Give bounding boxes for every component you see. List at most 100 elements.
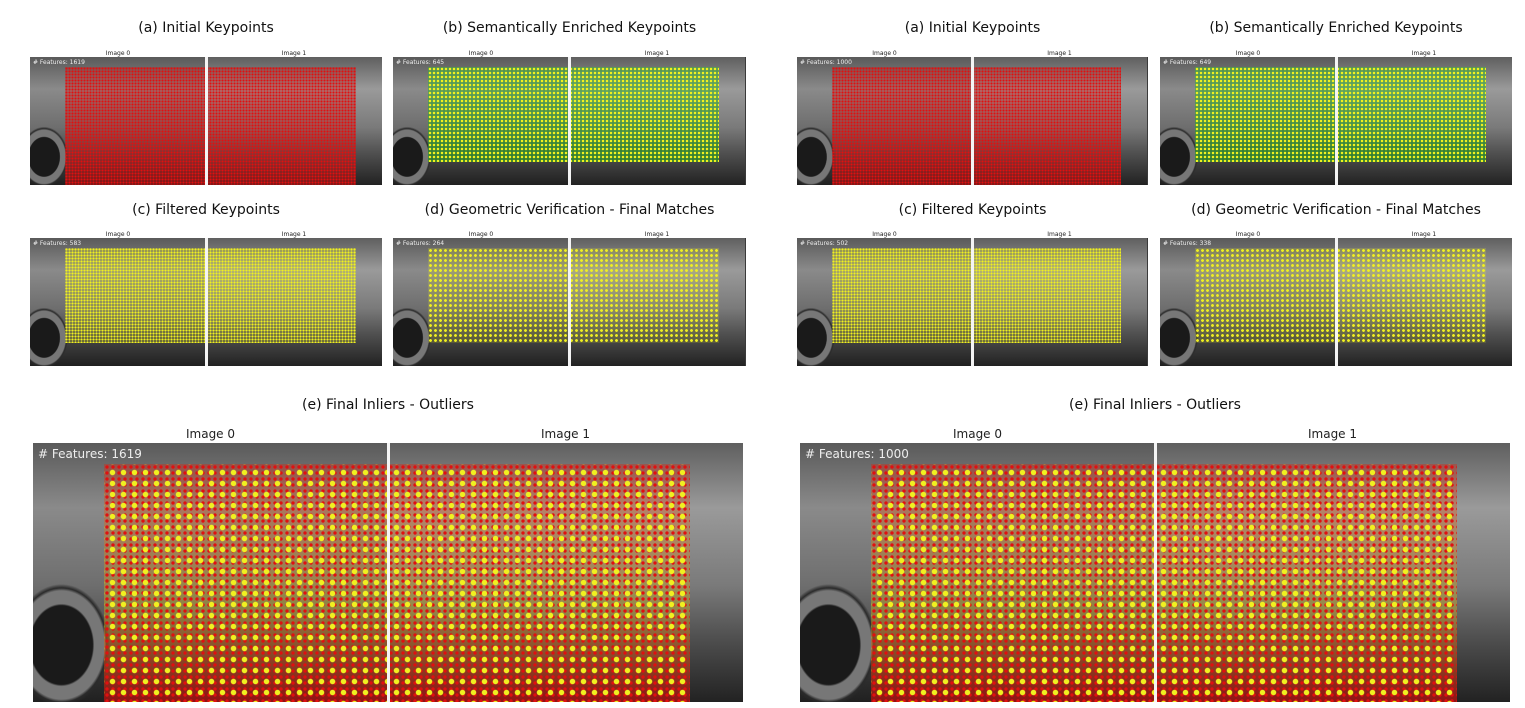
keypoint-overlay [832,67,972,185]
image-divider [568,57,571,185]
image-label-0: Image 0 [468,50,494,57]
car-image-0 [797,238,972,366]
keypoint-overlay [428,67,569,162]
image-label-0: Image 0 [1235,50,1261,57]
feature-count: # Features: 583 [33,240,82,247]
image-label-0: Image 0 [1235,231,1261,238]
car-image-1 [206,238,382,366]
image-label-1: Image 1 [1047,231,1072,238]
keypoint-overlay [206,248,356,343]
car-image-0 [30,238,206,366]
image-divider [568,238,571,366]
image-divider [971,238,974,366]
panel-title-a: (a) Initial Keypoints [904,20,1041,36]
feature-count: # Features: 338 [1163,240,1212,247]
image-divider [1335,57,1338,185]
panel-title-c: (c) Filtered Keypoints [132,202,280,218]
keypoint-panel-c: # Features: 502 [797,238,1148,366]
panel-title-b: (b) Semantically Enriched Keypoints [1209,20,1463,36]
image-divider [205,238,208,366]
image-divider [387,443,390,702]
car-image-0 [1160,238,1336,366]
panel-title-d: (d) Geometric Verification - Final Match… [1191,202,1481,218]
car-image-0 [393,238,569,366]
car-image-1 [569,238,745,366]
image-label-0: Image 0 [872,231,897,238]
image-label-1: Image 1 [540,427,591,441]
image-label-1: Image 1 [644,231,670,238]
keypoint-overlay [206,67,356,185]
panel-title-e: (e) Final Inliers - Outliers [1069,397,1241,413]
car-image-1 [1336,57,1512,185]
keypoint-overlay [104,463,388,702]
image-label-1: Image 1 [1307,427,1358,441]
image-label-0: Image 0 [105,50,131,57]
feature-count: # Features: 1619 [33,59,85,66]
keypoint-panel-c: # Features: 583 [30,238,382,366]
keypoint-panel-e: # Features: 1000 [800,443,1510,702]
image-label-1: Image 1 [281,231,307,238]
image-divider [971,57,974,185]
car-image-1 [972,57,1147,185]
car-image-0 [800,443,1155,702]
keypoint-overlay [871,463,1155,702]
keypoint-overlay [972,248,1121,343]
panel-title-c: (c) Filtered Keypoints [898,202,1047,218]
image-label-1: Image 1 [281,50,307,57]
panel-title-b: (b) Semantically Enriched Keypoints [442,20,697,36]
car-image-0 [393,57,569,185]
image-label-0: Image 0 [105,231,131,238]
car-image-1 [569,57,745,185]
image-label-1: Image 1 [1047,50,1072,57]
keypoint-overlay [65,67,206,185]
keypoint-panel-b: # Features: 645 [393,57,746,185]
keypoint-panel-e: # Features: 1619 [33,443,743,702]
keypoint-panel-d: # Features: 264 [393,238,746,366]
image-label-0: Image 0 [468,231,494,238]
image-divider [205,57,208,185]
feature-count: # Features: 502 [800,240,849,247]
keypoint-overlay [832,248,972,343]
car-image-0 [33,443,388,702]
car-image-0 [797,57,972,185]
keypoint-overlay [1336,67,1486,162]
image-label-1: Image 1 [1411,50,1437,57]
feature-count: # Features: 649 [1163,59,1212,66]
keypoint-panel-d: # Features: 338 [1160,238,1512,366]
car-image-1 [1336,238,1512,366]
car-image-1 [388,443,743,702]
image-label-1: Image 1 [1411,231,1437,238]
image-label-0: Image 0 [185,427,236,441]
panel-title-a: (a) Initial Keypoints [138,20,274,36]
feature-count: # Features: 1619 [38,447,142,461]
keypoint-overlay [388,463,690,702]
keypoint-overlay [428,248,569,343]
keypoint-overlay [569,67,719,162]
keypoint-overlay [972,67,1121,185]
keypoint-panel-b: # Features: 649 [1160,57,1512,185]
car-image-1 [206,57,382,185]
feature-count: # Features: 264 [396,240,445,247]
car-image-0 [1160,57,1336,185]
car-image-1 [1155,443,1510,702]
car-image-1 [972,238,1147,366]
feature-count: # Features: 645 [396,59,445,66]
keypoint-overlay [65,248,206,343]
keypoint-panel-a: # Features: 1619 [30,57,382,185]
image-divider [1154,443,1157,702]
image-label-1: Image 1 [644,50,670,57]
feature-count: # Features: 1000 [800,59,852,66]
image-label-0: Image 0 [872,50,897,57]
keypoint-overlay [1155,463,1457,702]
keypoint-overlay [1336,248,1486,343]
car-image-0 [30,57,206,185]
keypoint-panel-a: # Features: 1000 [797,57,1148,185]
image-divider [1335,238,1338,366]
panel-title-d: (d) Geometric Verification - Final Match… [424,202,715,218]
feature-count: # Features: 1000 [805,447,909,461]
keypoint-overlay [1195,248,1336,343]
keypoint-overlay [569,248,719,343]
image-label-0: Image 0 [952,427,1003,441]
panel-title-e: (e) Final Inliers - Outliers [302,397,474,413]
keypoint-overlay [1195,67,1336,162]
